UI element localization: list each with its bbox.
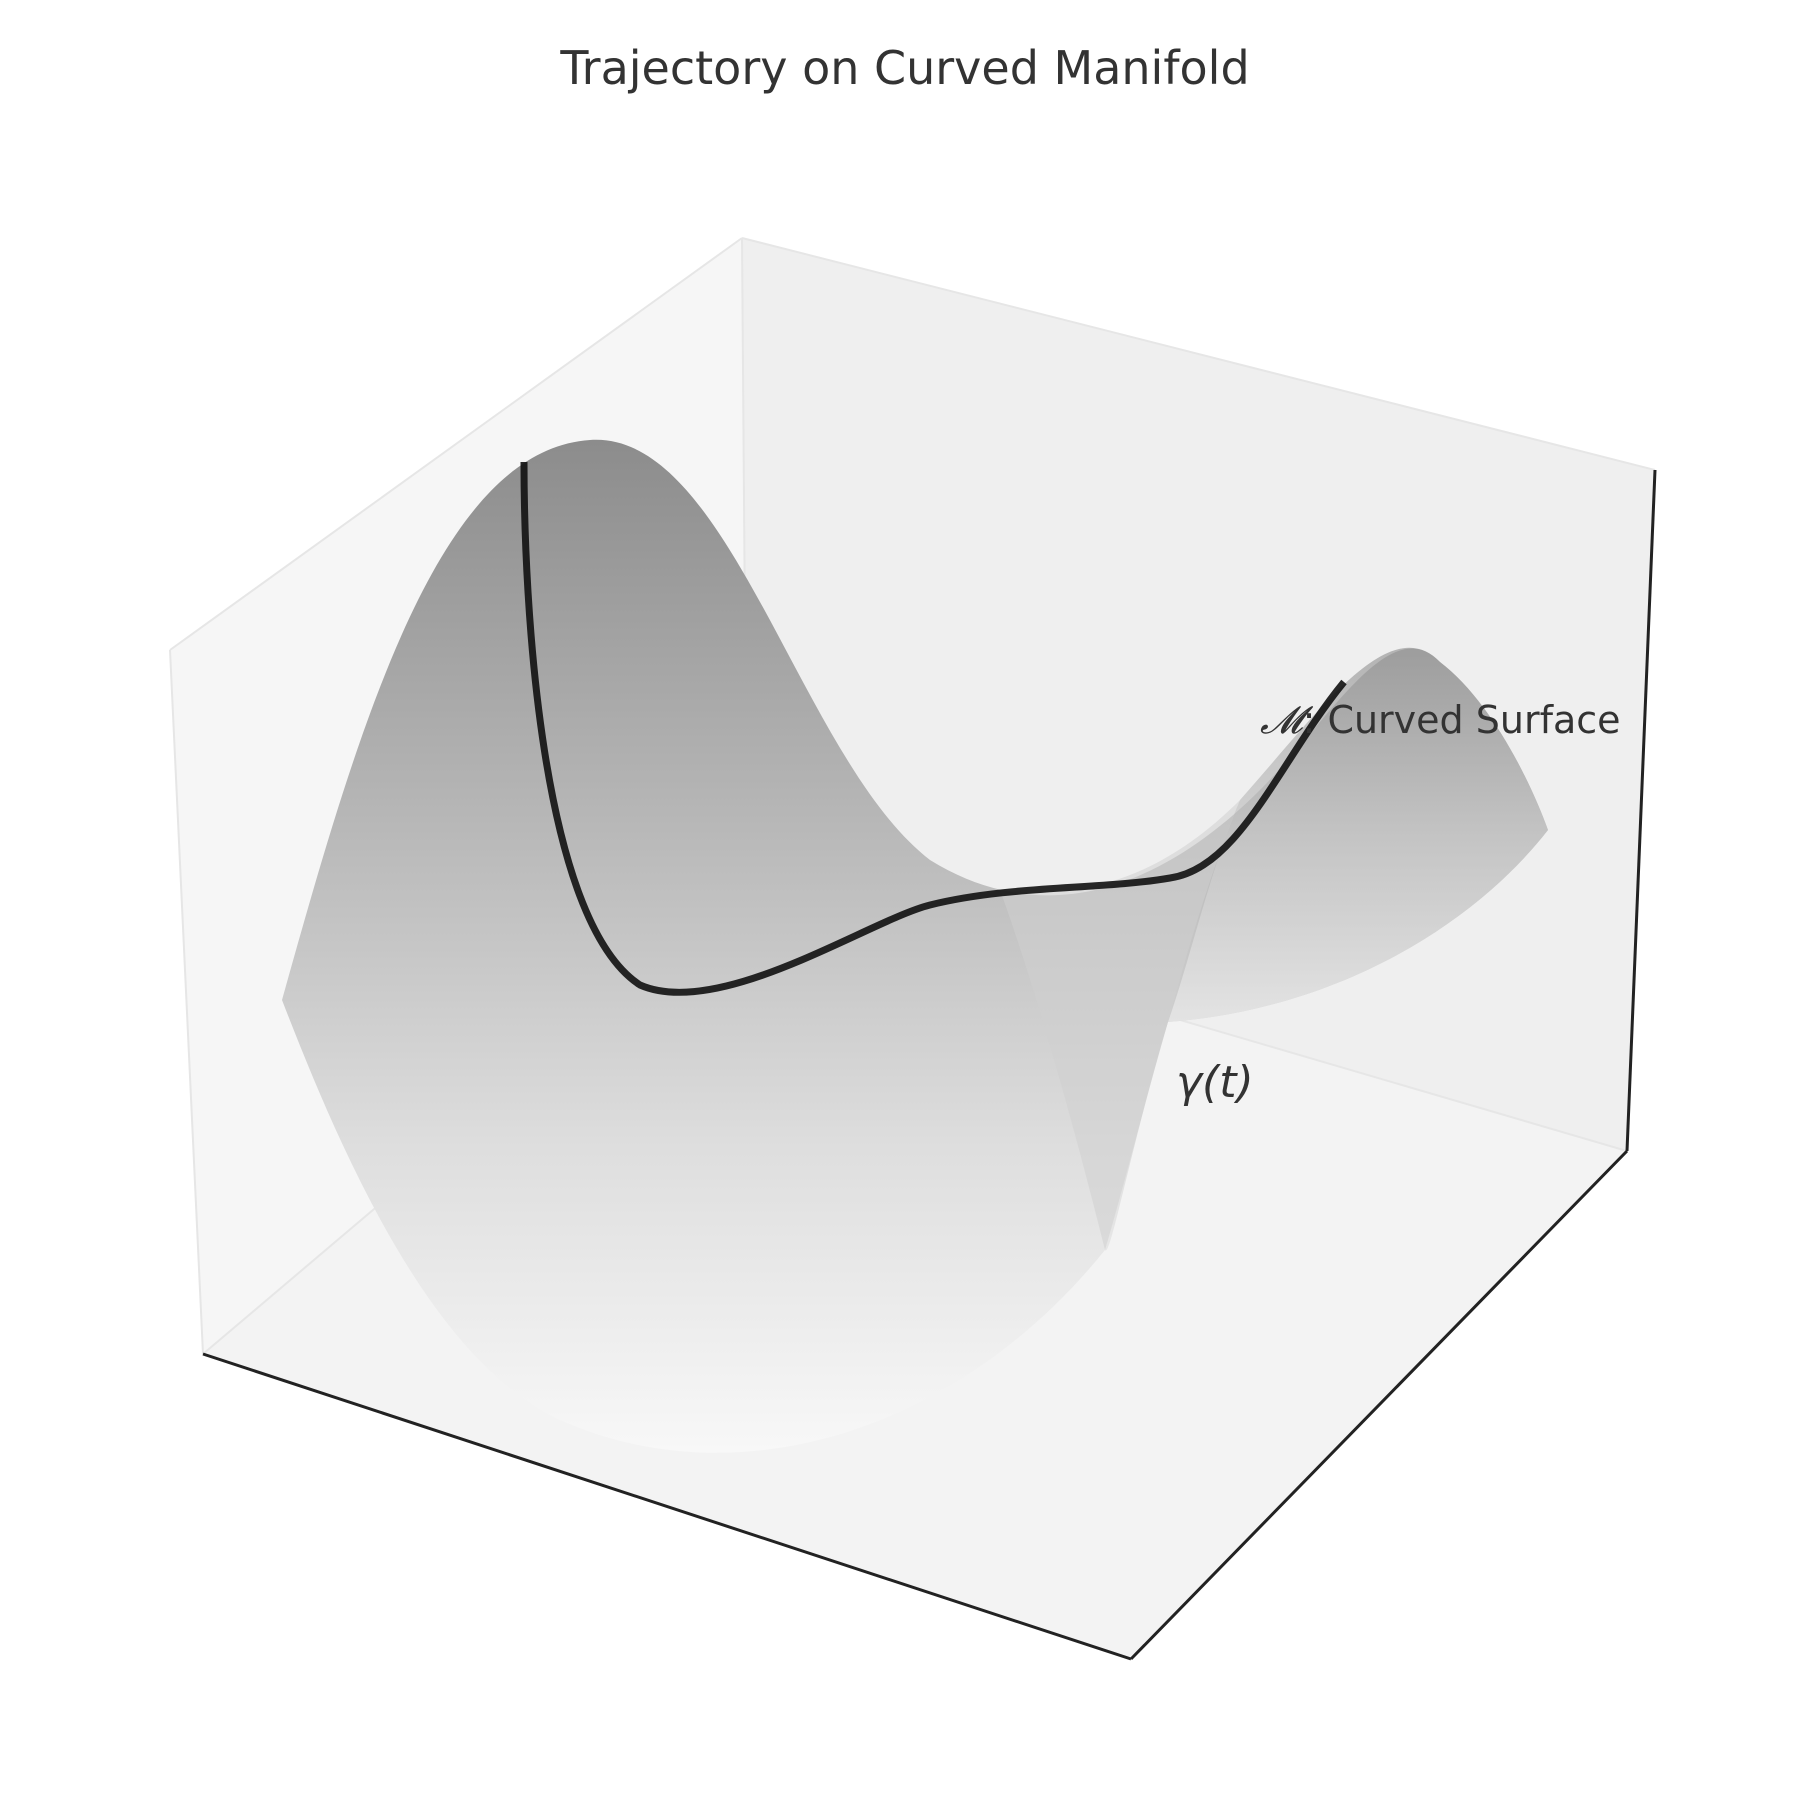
manifold-surface [282,439,1548,1453]
chart-title: Trajectory on Curved Manifold [559,41,1249,95]
surface-fold-shade [1000,800,1240,1250]
surface-right-lobe [1168,647,1548,1022]
trajectory-curve [520,461,1347,996]
axes [202,469,1657,1661]
surface-body [282,439,1548,1453]
y-axis-line [1129,1149,1629,1661]
z-axis-line [1625,469,1657,1152]
surface-label-text: : Curved Surface [1303,698,1621,742]
surface-annotation: 𝓜: Curved Surface [1260,698,1621,742]
x-axis-line [202,1352,1132,1661]
trajectory-annotation: γ(t) [1176,1057,1254,1108]
